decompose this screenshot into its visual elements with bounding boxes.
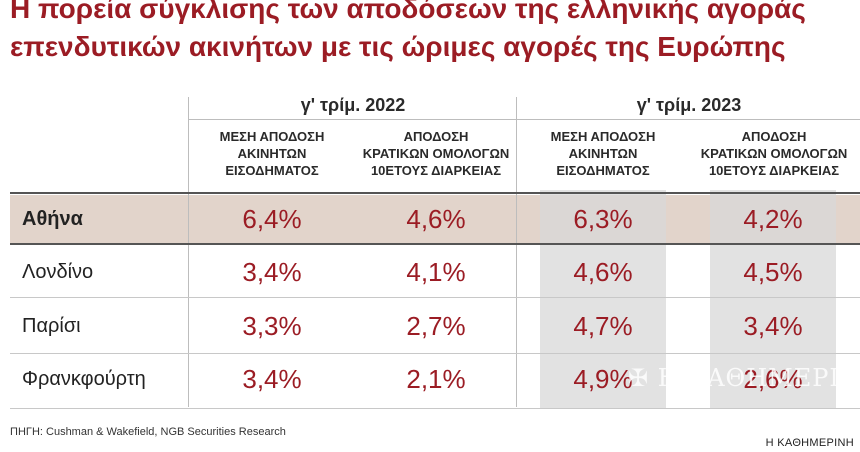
header-rule-top	[10, 192, 860, 194]
value-london-2023-property: 4,6%	[573, 257, 633, 287]
divider-left	[188, 97, 189, 407]
row-divider	[10, 408, 860, 409]
value-athens-2023-bond: 4,2%	[743, 204, 803, 234]
header-2023-property-yield: ΜΕΣΗ ΑΠΟΔΟΣΗ ΑΚΙΝΗΤΩΝ ΕΙΣΟΔΗΜΑΤΟΣ	[550, 129, 656, 178]
value-frankfurt-2023-bond: 2,6%	[743, 364, 803, 394]
value-london-2022-bond: 4,1%	[406, 257, 466, 287]
row-label-athens: Αθήνα	[22, 208, 83, 230]
value-athens-2023-property: 6,3%	[573, 204, 633, 234]
header-2022-bond-yield: ΑΠΟΔΟΣΗ ΚΡΑΤΙΚΩΝ ΟΜΟΛΟΓΩΝ 10ΕΤΟΥΣ ΔΙΑΡΚΕ…	[362, 129, 510, 178]
header-rule-bottom	[10, 243, 860, 245]
divider-middle	[516, 97, 517, 407]
value-paris-2022-property: 3,3%	[242, 311, 302, 341]
value-frankfurt-2022-bond: 2,1%	[406, 364, 466, 394]
value-paris-2023-bond: 3,4%	[743, 311, 803, 341]
shaded-column-2023-yield	[540, 190, 666, 408]
watermark-logo: ✠ Η ΚΑΘΗΜΕΡΙΝΗ	[628, 364, 860, 392]
value-london-2023-bond: 4,5%	[743, 257, 803, 287]
period-underline	[188, 119, 860, 120]
row-label-london: Λονδίνο	[22, 261, 94, 283]
header-2023-bond-yield: ΑΠΟΔΟΣΗ ΚΡΑΤΙΚΩΝ ΟΜΟΛΟΓΩΝ 10ΕΤΟΥΣ ΔΙΑΡΚΕ…	[700, 129, 848, 178]
value-paris-2023-property: 4,7%	[573, 311, 633, 341]
header-2022-property-yield: ΜΕΣΗ ΑΠΟΔΟΣΗ ΑΚΙΝΗΤΩΝ ΕΙΣΟΔΗΜΑΤΟΣ	[219, 129, 325, 178]
period-2023: γ' τρίμ. 2023	[636, 95, 742, 115]
source-note: ΠΗΓΗ: Cushman & Wakefield, NGB Securitie…	[10, 426, 286, 438]
title-line-1: Η πορεία σύγκλισης των αποδόσεων της ελλ…	[10, 0, 806, 24]
period-2022: γ' τρίμ. 2022	[300, 95, 406, 115]
brand-logo: Η ΚΑΘΗΜΕΡΙΝΗ	[765, 437, 854, 449]
shaded-column-2023-bond	[710, 190, 836, 408]
row-label-frankfurt: Φρανκφούρτη	[22, 368, 146, 390]
row-divider	[10, 353, 860, 354]
value-london-2022-property: 3,4%	[242, 257, 302, 287]
title-line-2: επενδυτικών ακινήτων με τις ώριμες αγορέ…	[10, 31, 786, 62]
row-label-paris: Παρίσι	[22, 315, 81, 337]
value-paris-2022-bond: 2,7%	[406, 311, 466, 341]
value-frankfurt-2023-property: 4,9%	[573, 364, 633, 394]
chart-title: Η πορεία σύγκλισης των αποδόσεων της ελλ…	[10, 0, 860, 66]
value-frankfurt-2022-property: 3,4%	[242, 364, 302, 394]
value-athens-2022-property: 6,4%	[242, 204, 302, 234]
value-athens-2022-bond: 4,6%	[406, 204, 466, 234]
row-divider	[10, 297, 860, 298]
